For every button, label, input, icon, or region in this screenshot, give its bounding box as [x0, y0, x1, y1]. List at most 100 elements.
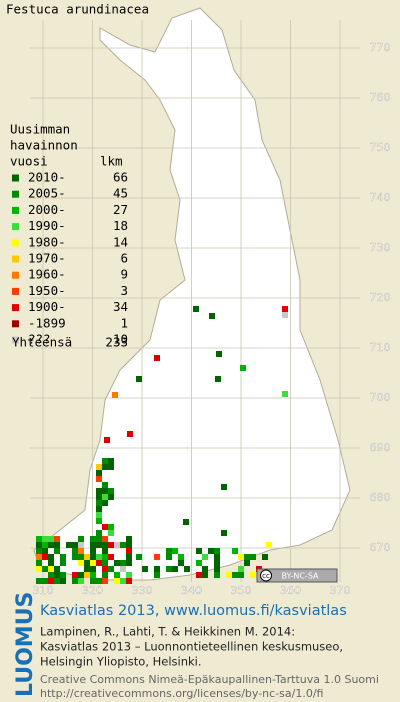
legend-count: 27	[113, 202, 128, 217]
occurrence-cell	[48, 578, 54, 584]
occurrence-cell	[90, 554, 96, 560]
occurrence-cell	[166, 566, 172, 572]
occurrence-cell	[54, 578, 60, 584]
legend-label: 1970-	[28, 251, 66, 266]
y-tick-label: 730	[370, 241, 391, 254]
occurrence-cell	[178, 554, 184, 560]
occurrence-cell	[102, 572, 108, 578]
occurrence-cell	[108, 464, 114, 470]
occurrence-cell	[104, 437, 110, 443]
occurrence-cell	[166, 548, 172, 554]
legend-label: 1900-	[28, 299, 66, 314]
occurrence-cell	[282, 312, 288, 318]
legend-count: 1	[120, 315, 128, 330]
occurrence-cell	[221, 484, 227, 490]
occurrence-cell	[238, 566, 244, 572]
occurrence-cell	[102, 536, 108, 542]
occurrence-cell	[96, 470, 102, 476]
occurrence-cell	[96, 500, 102, 506]
x-tick-label: 330	[132, 584, 153, 597]
occurrence-cell	[96, 554, 102, 560]
occurrence-cell	[36, 548, 42, 554]
occurrence-cell	[120, 578, 126, 584]
legend-header: vuosi	[10, 154, 48, 169]
occurrence-cell	[102, 464, 108, 470]
occurrence-cell	[60, 572, 66, 578]
occurrence-cell	[84, 572, 90, 578]
y-tick-label: 760	[370, 91, 391, 104]
occurrence-cell	[120, 566, 126, 572]
y-tick-label: 680	[370, 491, 391, 504]
occurrence-cell	[216, 351, 222, 357]
occurrence-cell	[214, 566, 220, 572]
occurrence-cell	[214, 554, 220, 560]
occurrence-cell	[72, 554, 78, 560]
occurrence-cell	[72, 572, 78, 578]
occurrence-cell	[226, 572, 232, 578]
occurrence-cell	[136, 554, 142, 560]
occurrence-cell	[154, 566, 160, 572]
badge-circle	[260, 569, 272, 582]
citation: Helsingin Yliopisto, Helsinki.	[40, 655, 202, 669]
occurrence-cell	[90, 536, 96, 542]
legend-swatch	[12, 336, 19, 344]
y-tick-label: 720	[370, 291, 391, 304]
occurrence-cell	[102, 548, 108, 554]
occurrence-cell	[48, 536, 54, 542]
occurrence-cell	[36, 536, 42, 542]
occurrence-cell	[209, 313, 215, 319]
x-tick-label: 370	[330, 584, 351, 597]
occurrence-cell	[202, 566, 208, 572]
occurrence-cell	[78, 572, 84, 578]
occurrence-cell	[172, 548, 178, 554]
occurrence-cell	[96, 488, 102, 494]
occurrence-cell	[238, 572, 244, 578]
citation: Kasviatlas 2013 – Luonnontieteellinen ke…	[40, 640, 343, 654]
legend-count: 10	[113, 332, 128, 347]
occurrence-cell	[266, 542, 272, 548]
occurrence-cell	[96, 542, 102, 548]
occurrence-cell	[108, 554, 114, 560]
occurrence-cell	[250, 572, 256, 578]
legend-header: Uusimman	[10, 122, 70, 137]
occurrence-cell	[90, 566, 96, 572]
citation: Lampinen, R., Lahti, T. & Heikkinen M. 2…	[40, 625, 295, 639]
occurrence-cell	[196, 560, 202, 566]
y-tick-label: 740	[370, 191, 391, 204]
occurrence-cell	[90, 560, 96, 566]
occurrence-cell	[60, 560, 66, 566]
occurrence-cell	[108, 530, 114, 536]
legend-count: 6	[120, 251, 128, 266]
occurrence-cell	[120, 542, 126, 548]
y-tick-label: 770	[370, 41, 391, 54]
legend-count: 14	[113, 234, 128, 249]
occurrence-cell	[154, 572, 160, 578]
legend-swatch	[12, 304, 19, 312]
legend-swatch	[12, 320, 19, 328]
occurrence-cell	[96, 578, 102, 584]
occurrence-cells	[36, 306, 288, 584]
legend-label: 1960-	[28, 267, 66, 282]
y-tick-label: 700	[370, 391, 391, 404]
occurrence-cell	[178, 560, 184, 566]
occurrence-cell	[102, 560, 108, 566]
legend-swatch	[12, 174, 19, 182]
x-tick-label: 320	[82, 584, 103, 597]
legend-swatch	[12, 287, 19, 295]
occurrence-cell	[108, 494, 114, 500]
license: http://creativecommons.org/licenses/by-n…	[40, 687, 323, 700]
occurrence-cell	[54, 548, 60, 554]
occurrence-cell	[54, 566, 60, 572]
legend-label: ???	[28, 332, 51, 347]
occurrence-cell	[244, 560, 250, 566]
occurrence-cell	[108, 488, 114, 494]
y-tick-label: 690	[370, 441, 391, 454]
occurrence-cell	[196, 572, 202, 578]
legend-label: -1899	[28, 315, 66, 330]
occurrence-cell	[282, 306, 288, 312]
occurrence-cell	[154, 355, 160, 361]
occurrence-cell	[126, 560, 132, 566]
occurrence-cell	[114, 578, 120, 584]
occurrence-cell	[120, 560, 126, 566]
occurrence-cell	[84, 566, 90, 572]
